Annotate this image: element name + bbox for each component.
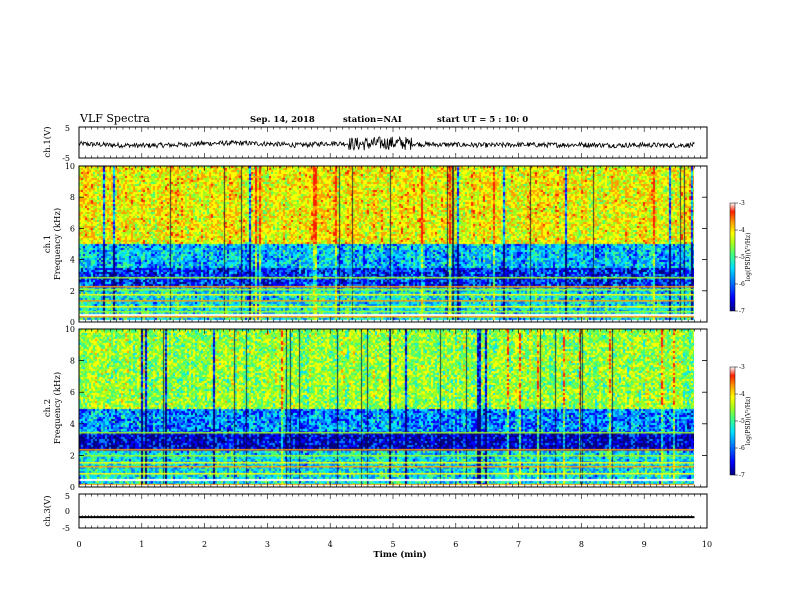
ch3-ytick-mid: 0: [65, 507, 70, 516]
time-tick-label: 8: [579, 540, 584, 549]
ch2-spectrogram-ylabel-2: Frequency (kHz): [52, 372, 63, 444]
ch2-spectrogram-ylabel-1: ch.2: [43, 399, 53, 417]
time-tick-label: 2: [202, 540, 207, 549]
ch2-cb-tick-label: -7: [739, 472, 745, 479]
start-time-label: start UT = 5 : 10: 0: [437, 115, 528, 125]
ch1-ytick-top: 5: [65, 124, 70, 133]
time-tick-label: 10: [702, 540, 712, 549]
spectrogram-raster: [79, 166, 694, 322]
time-tick-label: 7: [516, 540, 521, 549]
time-tick-label: 5: [390, 540, 395, 549]
spectrogram-raster: [79, 329, 694, 487]
ch2-ytick-label: 10: [65, 325, 75, 334]
ch1-ytick-label: 8: [70, 193, 75, 202]
time-axis-labels: 0 1 2 3 4 5 6 7 8 9 10: [76, 540, 712, 549]
station-label: station=NAI: [343, 115, 402, 125]
ch1-waveform-trace: [79, 137, 694, 151]
time-tick-label: 0: [76, 540, 81, 549]
time-tick-label: 4: [328, 540, 333, 549]
time-tick-label: 3: [265, 540, 270, 549]
ch2-cb-tick-label: -3: [739, 364, 745, 371]
ch2-ytick-label: 6: [70, 388, 75, 397]
ch1-ytick-label: 2: [70, 287, 75, 296]
ch1-colorbar: [730, 203, 735, 311]
ch1-spectrogram-ylabel-2: Frequency (kHz): [52, 208, 63, 280]
ch2-spectrogram-image: [79, 329, 694, 487]
ch2-ytick-label: 8: [70, 357, 75, 366]
ch1-cb-tick-label: -3: [739, 200, 745, 207]
ch3-waveform-ylabel: ch.3(V): [42, 495, 53, 526]
time-tick-label: 1: [139, 540, 144, 549]
ch1-waveform-ylabel: ch.1(V): [42, 126, 53, 157]
ch1-colorbar-label: log(PSD)(V²/Hz): [745, 233, 752, 282]
ch1-spectrogram-image: [79, 166, 694, 322]
ch1-waveform-line: [79, 137, 694, 151]
ch2-colorbar: [730, 367, 735, 475]
ch2-ytick-label: 2: [70, 451, 75, 460]
time-axis-title: Time (min): [373, 549, 426, 560]
ch3-waveform-line: [79, 515, 694, 518]
vlf-spectra-figure: VLF Spectra Sep. 14, 2018 station=NAI st…: [0, 0, 792, 612]
ch2-ytick-label: 0: [70, 483, 75, 492]
ch2-ytick-label: 4: [70, 420, 75, 429]
figure-title: VLF Spectra: [79, 112, 150, 125]
time-tick-label: 9: [642, 540, 647, 549]
ch3-ytick-bottom: -5: [62, 524, 70, 533]
ch1-ytick-label: 6: [70, 224, 75, 233]
ch1-ytick-label: 10: [65, 162, 75, 171]
ch3-waveform-frame: [79, 494, 707, 528]
ch1-cb-tick-label: -7: [739, 308, 745, 315]
ch1-colorbar-ticks: -3-4-5-6-7: [735, 200, 745, 315]
time-tick-label: 6: [453, 540, 458, 549]
ch2-colorbar-label: log(PSD)(V²/Hz): [745, 397, 752, 446]
ch1-spectrogram-ylabel-1: ch.1: [43, 235, 53, 253]
date-label: Sep. 14, 2018: [250, 115, 315, 125]
ch3-ytick-top: 5: [65, 492, 70, 501]
ch2-colorbar-ticks: -3-4-5-6-7: [735, 364, 745, 479]
ch1-ytick-label: 4: [70, 256, 75, 265]
